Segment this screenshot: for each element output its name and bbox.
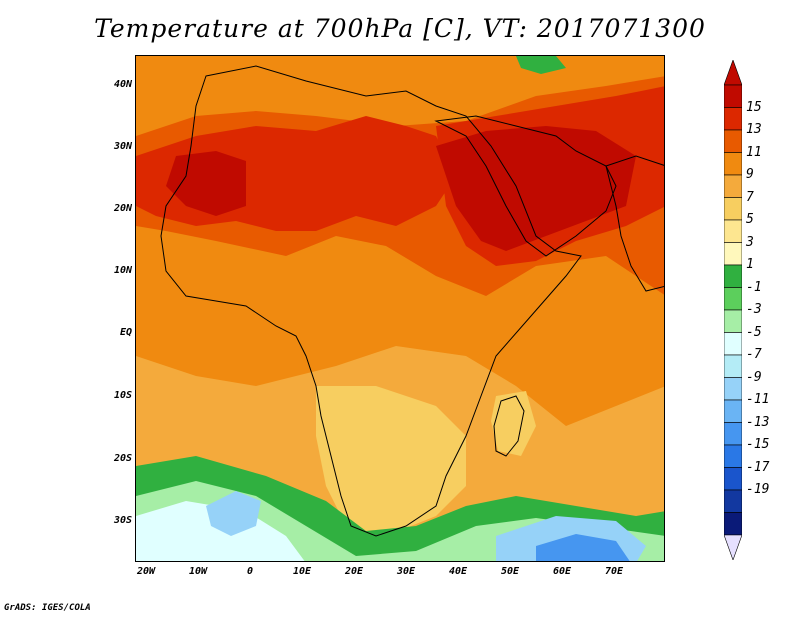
lat-label: 10S	[113, 390, 132, 401]
region-pale-south	[136, 501, 305, 561]
colorbar-swatch	[724, 197, 742, 221]
lon-label: 10E	[292, 566, 312, 577]
colorbar-swatch	[724, 242, 742, 266]
colorbar-swatch	[724, 219, 742, 243]
region-hot-core-northwest	[166, 151, 246, 216]
lat-label: 10N	[113, 265, 132, 276]
colorbar-label: 1	[746, 257, 754, 272]
colorbar-label: 13	[746, 122, 762, 137]
temperature-map	[136, 56, 664, 561]
colorbar-swatch	[724, 354, 742, 378]
lon-label: 50E	[500, 566, 520, 577]
region-hot-core-arabia	[436, 126, 636, 251]
lon-label: 70E	[604, 566, 624, 577]
colorbar-label: 15	[746, 99, 762, 115]
colorbar-label: -11	[746, 392, 770, 407]
colorbar-label: -1	[746, 279, 762, 295]
colorbar-label: -15	[746, 437, 770, 452]
colorbar-label: 5	[746, 212, 754, 227]
colorbar-swatch	[724, 332, 742, 356]
colorbar-swatch	[724, 309, 742, 333]
colorbar-label: 7	[746, 189, 754, 205]
lat-label: 20S	[113, 453, 132, 464]
colorbar-label: -7	[746, 347, 762, 362]
colorbar-bottom-arrow	[724, 534, 742, 560]
lat-label: 40N	[113, 79, 132, 90]
colorbar	[724, 60, 742, 560]
map-title: Temperature at 700hPa [C], VT: 201707130…	[94, 14, 706, 43]
region-light-blue-southwest	[206, 491, 261, 536]
lat-label: 30N	[113, 141, 132, 152]
lat-label: EQ	[119, 327, 132, 338]
colorbar-label: -13	[746, 414, 770, 430]
lon-label: 20E	[344, 566, 364, 577]
colorbar-swatch	[724, 174, 742, 198]
coastline-india	[605, 155, 664, 292]
colorbar-swatch	[724, 512, 742, 536]
lat-label: 20N	[113, 203, 132, 214]
colorbar-label: -17	[746, 459, 770, 475]
colorbar-swatch	[724, 467, 742, 491]
lon-label: 30E	[396, 566, 416, 577]
colorbar-swatch	[724, 489, 742, 513]
region-cool-madagascar	[491, 391, 536, 456]
lon-label: 10W	[188, 566, 208, 577]
colorbar-label: -3	[746, 302, 762, 317]
colorbar-label: -9	[746, 369, 762, 385]
region-blue-southeast	[536, 534, 630, 561]
lon-label: 60E	[552, 566, 572, 577]
lon-label: 20W	[136, 566, 156, 577]
colorbar-swatch	[724, 107, 742, 131]
coastline-africa	[160, 65, 582, 537]
lat-label: 30S	[113, 515, 132, 526]
coastline-arabia	[434, 115, 617, 257]
region-cool-southern-africa	[316, 386, 466, 536]
region-green-north	[516, 56, 566, 74]
grads-credit: GrADS: IGES/COLA	[4, 603, 91, 613]
colorbar-swatch	[724, 264, 742, 288]
coastline-madagascar	[493, 395, 525, 457]
colorbar-label: -5	[746, 324, 762, 340]
colorbar-label: 11	[746, 144, 762, 160]
colorbar-swatch	[724, 399, 742, 423]
lon-label: 40E	[448, 566, 468, 577]
colorbar-swatch	[724, 129, 742, 153]
colorbar-label: -19	[746, 482, 770, 497]
colorbar-label: 9	[746, 167, 754, 182]
map-panel	[135, 55, 665, 562]
colorbar-swatch	[724, 377, 742, 401]
colorbar-label: 3	[746, 234, 754, 250]
lon-label: 0	[246, 566, 254, 577]
colorbar-swatch	[724, 84, 742, 108]
colorbar-top-arrow	[724, 60, 742, 86]
colorbar-swatch	[724, 287, 742, 311]
colorbar-swatch	[724, 152, 742, 176]
colorbar-swatch	[724, 422, 742, 446]
colorbar-swatch	[724, 444, 742, 468]
